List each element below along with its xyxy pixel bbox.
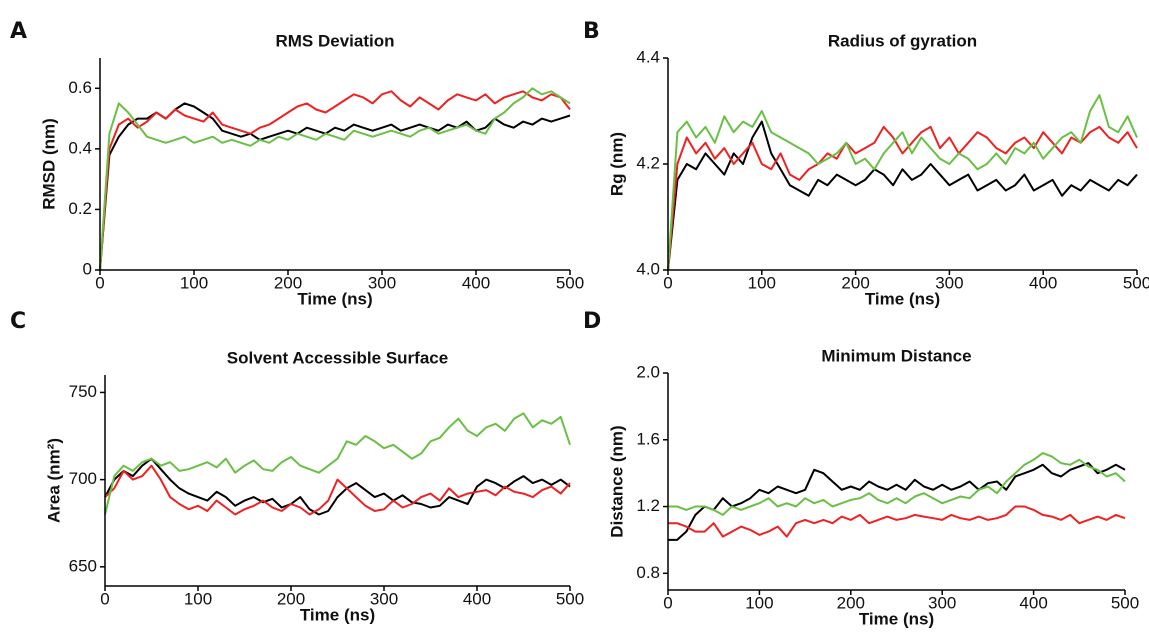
x-axis-label: Time (ns) [859, 609, 934, 628]
x-tick-label: 300 [935, 273, 963, 292]
x-tick-label: 200 [837, 593, 865, 612]
x-tick-label: 100 [180, 273, 208, 292]
y-axis-label: RMSD (nm) [39, 118, 58, 210]
y-tick-label: 650 [69, 556, 97, 575]
y-tick-label: 0 [83, 259, 92, 278]
x-axis-label: Time (ns) [297, 289, 372, 308]
chart-title: Radius of gyration [828, 31, 977, 50]
x-axis-label: Time (ns) [300, 605, 375, 624]
series-line [668, 462, 1126, 541]
y-axis-label: Distance (nm) [607, 425, 626, 537]
x-tick-label: 0 [663, 593, 672, 612]
y-tick-label: 750 [69, 382, 97, 401]
y-tick-label: 4.4 [636, 47, 660, 66]
x-tick-label: 200 [841, 273, 869, 292]
series-line [99, 102, 571, 271]
y-tick-label: 4.0 [636, 259, 660, 278]
y-tick-label: 0.2 [68, 199, 92, 218]
y-tick-label: 700 [69, 469, 97, 488]
x-tick-label: 200 [277, 589, 305, 608]
panel-letter: B [583, 19, 600, 44]
y-axis-label: Area (nm²) [44, 438, 63, 523]
series-line [99, 90, 571, 271]
series-line [667, 94, 1138, 271]
series-line [667, 125, 1138, 271]
x-tick-label: 500 [1111, 593, 1139, 612]
y-tick-label: 0.8 [636, 563, 660, 582]
series-line [668, 452, 1126, 516]
series-line [667, 120, 1138, 271]
y-tick-label: 0.4 [68, 138, 92, 157]
y-tick-label: 2.0 [636, 362, 660, 381]
x-tick-label: 300 [928, 593, 956, 612]
x-tick-label: 500 [556, 589, 584, 608]
x-tick-label: 400 [462, 273, 490, 292]
x-axis-label: Time (ns) [865, 289, 940, 308]
series-line [104, 457, 571, 516]
x-tick-label: 100 [745, 593, 773, 612]
y-tick-label: 1.2 [636, 496, 660, 515]
y-tick-label: 0.6 [68, 78, 92, 97]
x-tick-label: 300 [368, 273, 396, 292]
x-tick-label: 300 [370, 589, 398, 608]
x-tick-label: 400 [1029, 273, 1057, 292]
panel-letter: A [10, 19, 27, 44]
series-line [668, 505, 1126, 538]
series-line [104, 464, 571, 516]
x-tick-label: 500 [1123, 273, 1149, 292]
chart-title: RMS Deviation [275, 31, 394, 50]
series-line [104, 412, 571, 515]
x-tick-label: 100 [184, 589, 212, 608]
x-tick-label: 200 [274, 273, 302, 292]
x-tick-label: 0 [663, 273, 672, 292]
panel-letter: D [583, 309, 601, 334]
x-tick-label: 400 [1019, 593, 1047, 612]
chart-title: Minimum Distance [821, 346, 971, 365]
x-tick-label: 400 [463, 589, 491, 608]
y-axis-label: Rg (nm) [607, 132, 626, 196]
x-tick-label: 0 [95, 273, 104, 292]
x-tick-label: 500 [556, 273, 584, 292]
panel-letter: C [10, 309, 26, 334]
x-tick-label: 100 [748, 273, 776, 292]
y-tick-label: 1.6 [636, 429, 660, 448]
series-line [99, 87, 571, 271]
chart-title: Solvent Accessible Surface [227, 348, 448, 367]
x-tick-label: 0 [100, 589, 109, 608]
y-tick-label: 4.2 [636, 153, 660, 172]
